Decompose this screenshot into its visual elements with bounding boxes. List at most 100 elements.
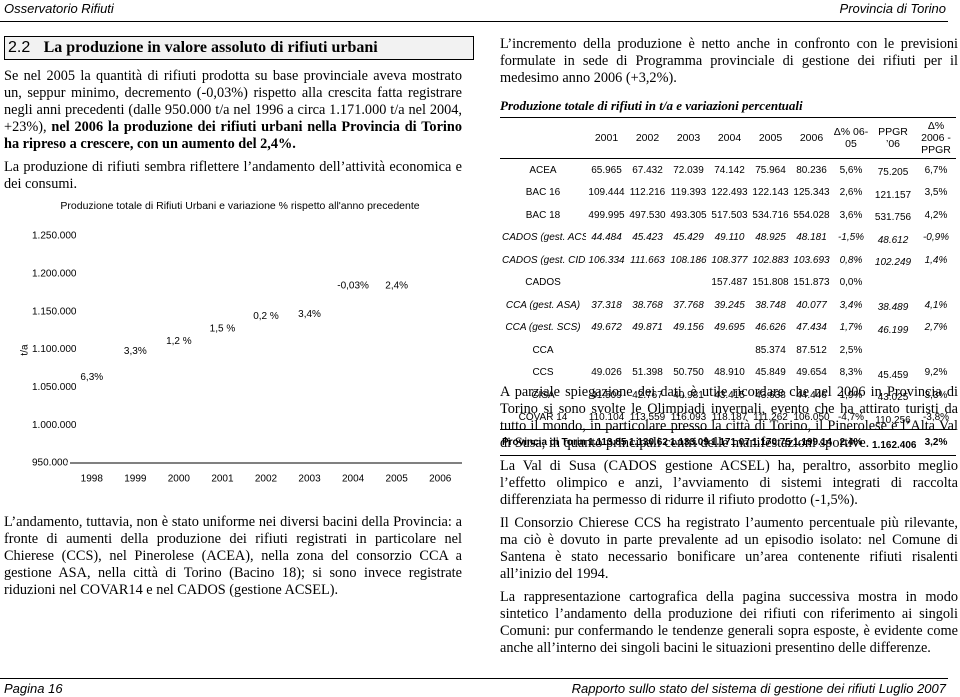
table-cell: 102.249 <box>874 257 912 269</box>
table-cell: 103.693 <box>793 254 830 266</box>
header-cell: 2003 <box>668 117 709 159</box>
table-cell: 110.104 <box>588 412 625 424</box>
bar <box>209 339 236 463</box>
table-cell <box>870 339 916 362</box>
table-cell: CCA <box>532 344 554 356</box>
section-heading: 2.2 La produzione in valore assoluto di … <box>4 36 474 60</box>
section-title: La produzione in valore assoluto di rifi… <box>43 39 378 56</box>
table-cell: 1.170.754 <box>750 429 791 456</box>
table-cell: 122.143 <box>752 187 789 199</box>
paragraph: La rappresentazione cartografica della p… <box>500 589 958 656</box>
text-segment: nel 2006 la produzione dei rifiuti urban… <box>4 119 462 152</box>
bar <box>296 324 323 463</box>
bar <box>252 326 280 463</box>
table-cell: 517.503 <box>711 209 748 221</box>
paragraph: Se nel 2005 la quantità di rifiuti prodo… <box>4 68 462 153</box>
table-cell: 1,4% <box>924 254 948 266</box>
table-cell: 38.489 <box>877 302 909 314</box>
table-cell: 72.039 <box>673 164 704 176</box>
table-cell: 108.377 <box>711 254 748 266</box>
table-cell: 48.612 <box>877 234 909 246</box>
table-cell: -1,5% <box>837 232 865 244</box>
y-tick-label: 1.250.000 <box>32 231 77 242</box>
change-label: -0,03% <box>337 280 369 291</box>
table-cell <box>668 272 709 295</box>
table-cell: 499.995 <box>588 209 625 221</box>
table-cell: 45.429 <box>673 232 704 244</box>
table-cell: 75.205 <box>877 167 909 179</box>
y-tick-label: 1.100.000 <box>32 344 77 355</box>
table-cell: 1.130.626 <box>627 429 668 456</box>
table-cell: 8,3% <box>839 367 863 379</box>
table-cell: CADOS <box>525 277 561 289</box>
header-cell: PPGR ’06 <box>870 117 916 159</box>
table-cell <box>586 339 627 362</box>
table-cell: CISA <box>531 389 555 401</box>
paragraph: A parziale spiegazione dei dati, è utile… <box>500 384 958 451</box>
paragraph: L’andamento, tuttavia, non è stato unifo… <box>4 514 462 598</box>
table-cell: 2,6% <box>839 187 863 199</box>
table-cell: 42.767 <box>632 389 663 401</box>
table-cell: 113.559 <box>629 412 666 424</box>
chart-title: Produzione totale di Rifiuti Urbani e va… <box>60 200 419 212</box>
table-cell: 49.871 <box>632 322 663 334</box>
table-row: CCA (gest. ASA) 37.318 38.768 37.768 39.245 3… <box>500 294 956 317</box>
table-cell: 1.171.076 <box>709 429 750 456</box>
change-label: 3,4% <box>298 309 321 320</box>
header-cell: 2005 <box>750 117 791 159</box>
table-row: CADOS (gest. CIDIU)106.334 111.663 108.186… <box>500 249 956 272</box>
table-cell: 106.334 <box>588 254 625 266</box>
y-tick-label: 1.200.000 <box>32 268 77 279</box>
table-cell: 47.434 <box>796 322 827 334</box>
table-row: CCA (gest. SCS) 49.672 49.871 49.156 49.695 4… <box>500 317 956 340</box>
table-cell: 108.186 <box>670 254 707 266</box>
table-cell: 2,7% <box>924 322 948 334</box>
table-cell: 1,7% <box>839 322 863 334</box>
table-cell: CADOS (gest. ACSEL) <box>502 232 586 244</box>
x-tick-label: 2004 <box>342 474 365 485</box>
change-label: 3,3% <box>124 346 147 357</box>
table-row: CADOS (gest. ACSEL) 44.484 45.423 45.429 49.… <box>500 227 956 250</box>
table-cell: 46.199 <box>877 324 909 336</box>
text-segment: La produzione di rifiuti sembra riflette… <box>4 159 462 192</box>
table-cell: 119.393 <box>670 187 707 199</box>
table-cell: 45.459 <box>877 369 909 381</box>
table-cell: 112.216 <box>629 187 666 199</box>
table-cell: 50.750 <box>673 367 704 379</box>
table-cell: 534.716 <box>752 209 789 221</box>
table-cell: -4,7% <box>837 412 865 424</box>
table-cell: 5,6% <box>839 164 863 176</box>
table-cell: 3,4% <box>839 299 863 311</box>
table-cell: BAC 16 <box>525 187 561 199</box>
x-tick-label: 2006 <box>429 474 452 485</box>
paragraph: L’incremento della produzione è netto an… <box>500 36 958 86</box>
table-cell <box>586 272 627 295</box>
table-cell: ACEA <box>529 164 557 176</box>
table-cell: 45.423 <box>632 232 663 244</box>
table-cell: 2,5% <box>839 344 863 356</box>
paragraph: Il Consorzio Chierese CCS ha registrato … <box>500 515 958 582</box>
y-tick-label: 1.050.000 <box>32 382 77 393</box>
table-cell: 65.965 <box>591 164 622 176</box>
table-cell <box>627 339 668 362</box>
table-cell: 151.873 <box>793 277 830 289</box>
change-label: 6,3% <box>80 372 103 383</box>
table-cell: 46.626 <box>755 322 786 334</box>
table-cell: 1.133.099 <box>668 429 709 456</box>
table-cell: 4,1% <box>924 299 948 311</box>
paragraph: La produzione di rifiuti sembra riflette… <box>4 159 462 193</box>
x-tick-label: 2002 <box>255 474 278 485</box>
table-cell: 67.432 <box>632 164 663 176</box>
table-cell: 118.187 <box>711 412 748 424</box>
table-cell: 37.768 <box>673 299 704 311</box>
table-cell: 1.199.143 <box>791 429 832 456</box>
table-cell: 497.530 <box>629 209 666 221</box>
table-cell: 493.305 <box>670 209 707 221</box>
table-cell: 44.446 <box>796 389 827 401</box>
table-cell: 106.050 <box>793 412 830 424</box>
y-tick-label: 1.000.000 <box>32 420 77 431</box>
table-cell: 3,6% <box>839 209 863 221</box>
table-cell: CCS <box>532 367 554 379</box>
table-cell: 49.110 <box>714 232 745 244</box>
